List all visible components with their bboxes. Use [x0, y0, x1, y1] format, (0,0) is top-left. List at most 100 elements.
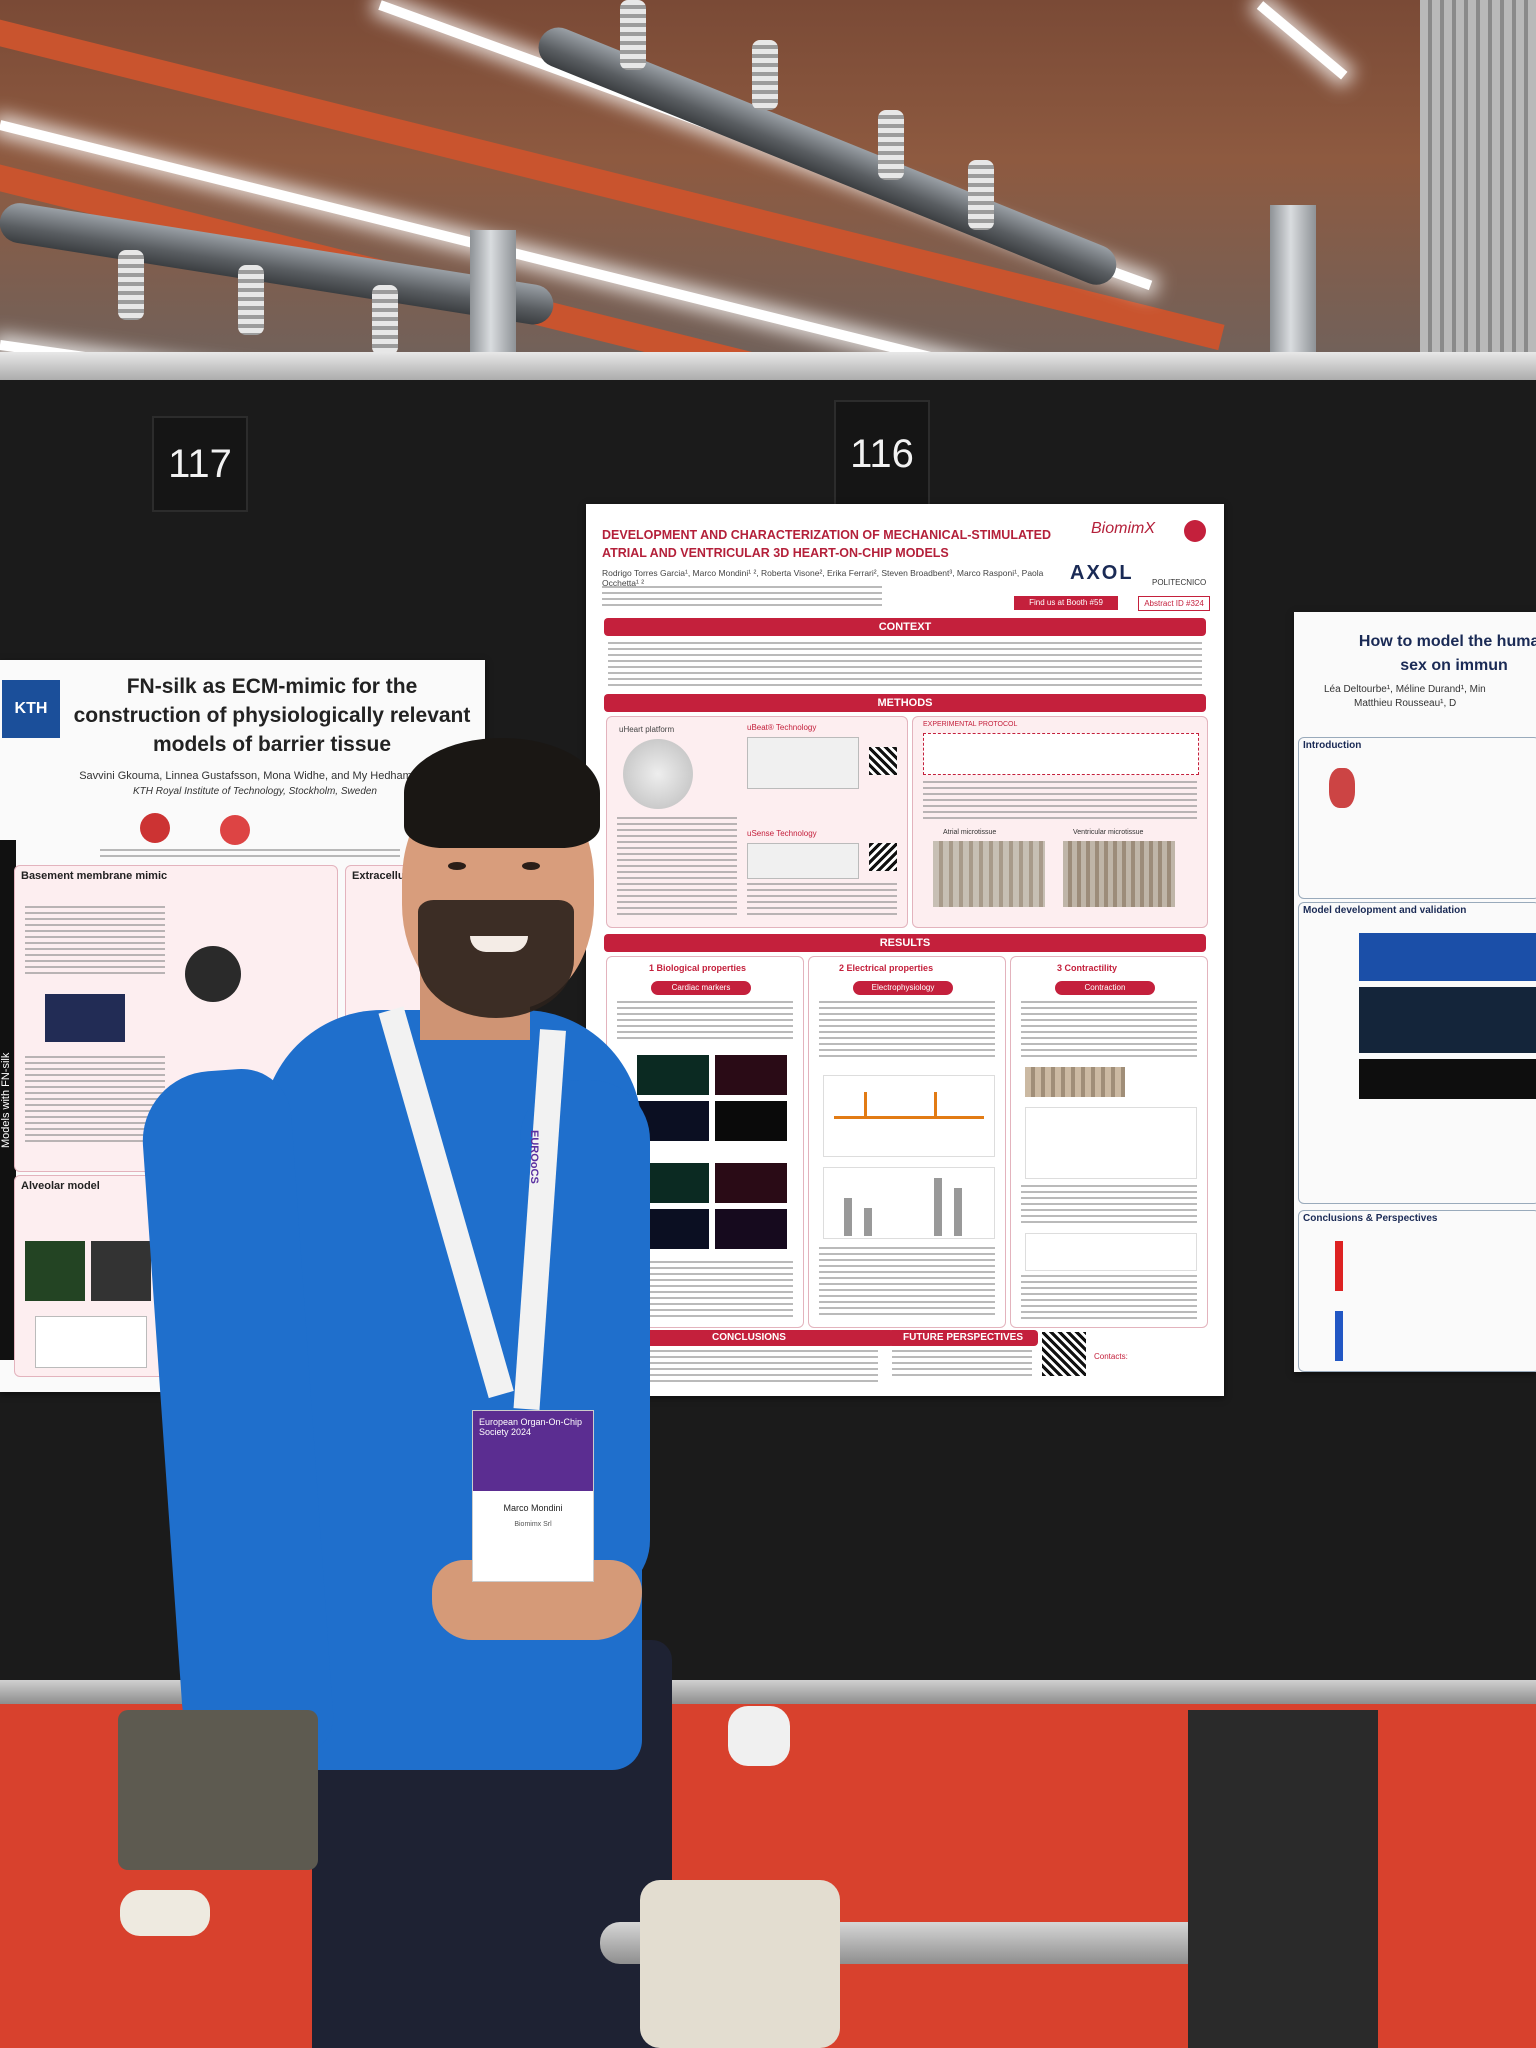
microtissue-photo [1025, 1067, 1125, 1097]
immunofluorescence [715, 1209, 787, 1249]
panel-heading: Extracellular [352, 870, 419, 882]
poster-left-panel: Bi-layered [180, 1085, 482, 1207]
text-block [1021, 1275, 1197, 1319]
immunofluorescence [637, 1163, 709, 1203]
silk-droplet [140, 813, 170, 843]
poster-center-title-line: DEVELOPMENT AND CHARACTERIZATION OF MECH… [602, 528, 1052, 542]
results-column: 2 Electrical properties Electrophysiolog… [808, 956, 1006, 1328]
abstract-id-badge: Abstract ID #324 [1138, 596, 1210, 611]
bar-mark [1335, 1311, 1343, 1361]
vent [372, 285, 398, 355]
immunofluorescence [637, 1101, 709, 1141]
affiliations-text [602, 586, 882, 606]
poster-right: How to model the human sex on immun Léa … [1294, 612, 1536, 1372]
vent [968, 160, 994, 230]
vent [118, 250, 144, 320]
panel-heading: Bi-layered [187, 1090, 241, 1102]
text-block [617, 817, 737, 917]
poster-left-title: FN-silk as ECM-mimic for the constructio… [62, 672, 482, 759]
results-heading-text: Contractility [1064, 963, 1118, 973]
panel-heading: Basement membrane mimic [21, 870, 168, 882]
panel-heading: uHeart platform [619, 725, 675, 734]
micrograph [91, 1241, 151, 1301]
results-heading: 3 Contractility [1057, 963, 1117, 973]
panel-heading: Model development and validation [1303, 905, 1467, 916]
text-block [923, 781, 1197, 821]
poster-left-title-line: construction of physiologically relevant [73, 704, 471, 727]
section-context: CONTEXT [604, 618, 1206, 636]
poster-right-panel: Model development and validation [1298, 902, 1536, 1204]
text-block [819, 1247, 995, 1317]
action-potential-plot [823, 1075, 995, 1157]
text-block [100, 849, 400, 861]
results-chip: Electrophysiology [853, 981, 953, 995]
trace-line [934, 1092, 937, 1119]
background-person-legs [118, 1710, 318, 1870]
micrograph [1359, 933, 1536, 981]
board-post [1270, 205, 1316, 375]
bar-chart-thumb [35, 1316, 147, 1368]
board-number-117: 117 [152, 416, 248, 512]
vent [620, 0, 646, 70]
results-number: 1 [649, 963, 655, 973]
methods-panel: EXPERIMENTAL PROTOCOL Atrial microtissue… [912, 716, 1208, 928]
ceiling [0, 0, 1536, 400]
results-chip: Contraction [1055, 981, 1155, 995]
vent [878, 110, 904, 180]
contacts-label: Contacts: [1094, 1352, 1128, 1361]
poster-right-panel: Introduction [1298, 737, 1536, 899]
results-chip: Cardiac markers [651, 981, 751, 995]
kth-logo: KTH [2, 680, 60, 738]
trace-line [834, 1116, 984, 1119]
panel-heading: EXPERIMENTAL PROTOCOL [923, 721, 1018, 728]
qr-code [869, 843, 897, 871]
silk-droplet [220, 815, 250, 845]
poster-left: KTH FN-silk as ECM-mimic for the constru… [0, 660, 485, 1392]
poster-center-title: DEVELOPMENT AND CHARACTERIZATION OF MECH… [602, 526, 1082, 562]
board-number-116: 116 [834, 400, 930, 508]
results-number: 2 [839, 963, 845, 973]
results-column: 1 Biological properties Cardiac markers [606, 956, 804, 1328]
immunofluorescence [715, 1101, 787, 1141]
panel-heading: Conclusions & Perspectives [1303, 1213, 1438, 1224]
panel-heading: Ventricular microtissue [1073, 829, 1144, 836]
conclusions-text [608, 1350, 878, 1386]
device-diagram [747, 737, 859, 789]
biomimx-logo-mark [1184, 520, 1206, 542]
trace-line [864, 1092, 867, 1119]
protocol-timeline [923, 733, 1199, 775]
text-block [617, 1261, 793, 1317]
methods-panel: uHeart platform uBeat® Technology uSense… [606, 716, 908, 928]
results-heading: 2 Electrical properties [839, 963, 933, 973]
context-text [608, 642, 1202, 686]
immunofluorescence [637, 1209, 709, 1249]
sneaker [728, 1706, 790, 1766]
micrograph [45, 994, 125, 1042]
results-heading-text: Electrical properties [846, 963, 934, 973]
poster-left-diagram [40, 805, 420, 865]
panel-heading: uBeat® Technology [747, 723, 817, 732]
immunofluorescence [715, 1163, 787, 1203]
immunofluorescence [637, 1055, 709, 1095]
immunofluorescence [715, 1055, 787, 1095]
qr-code [869, 747, 897, 775]
poster-left-authors: Savvini Gkouma, Linnea Gustafsson, Mona … [79, 770, 431, 782]
poster-left-panel: Alveolar model [14, 1175, 166, 1377]
section-methods: METHODS [604, 694, 1206, 712]
bar-chart-thumb [1025, 1107, 1197, 1179]
board-bottom-rail [0, 1680, 1536, 1704]
panel-heading: Introduction [1303, 740, 1362, 751]
bar-chart-thumb [823, 1167, 995, 1239]
bar-mark [954, 1188, 962, 1236]
results-column: 3 Contractility Contraction [1010, 956, 1208, 1328]
micrograph [1359, 1059, 1536, 1099]
poster-right-authors: Léa Deltourbe¹, Méline Durand¹, Min [1324, 684, 1486, 695]
text-block [25, 1056, 165, 1146]
poster-left-affiliation: KTH Royal Institute of Technology, Stock… [132, 786, 377, 797]
microtissue-photo [1063, 841, 1175, 907]
results-heading: 1 Biological properties [649, 963, 746, 973]
text-block [25, 906, 165, 976]
wall-panel [1420, 0, 1536, 360]
bar-mark [864, 1208, 872, 1236]
bar-mark [844, 1198, 852, 1236]
